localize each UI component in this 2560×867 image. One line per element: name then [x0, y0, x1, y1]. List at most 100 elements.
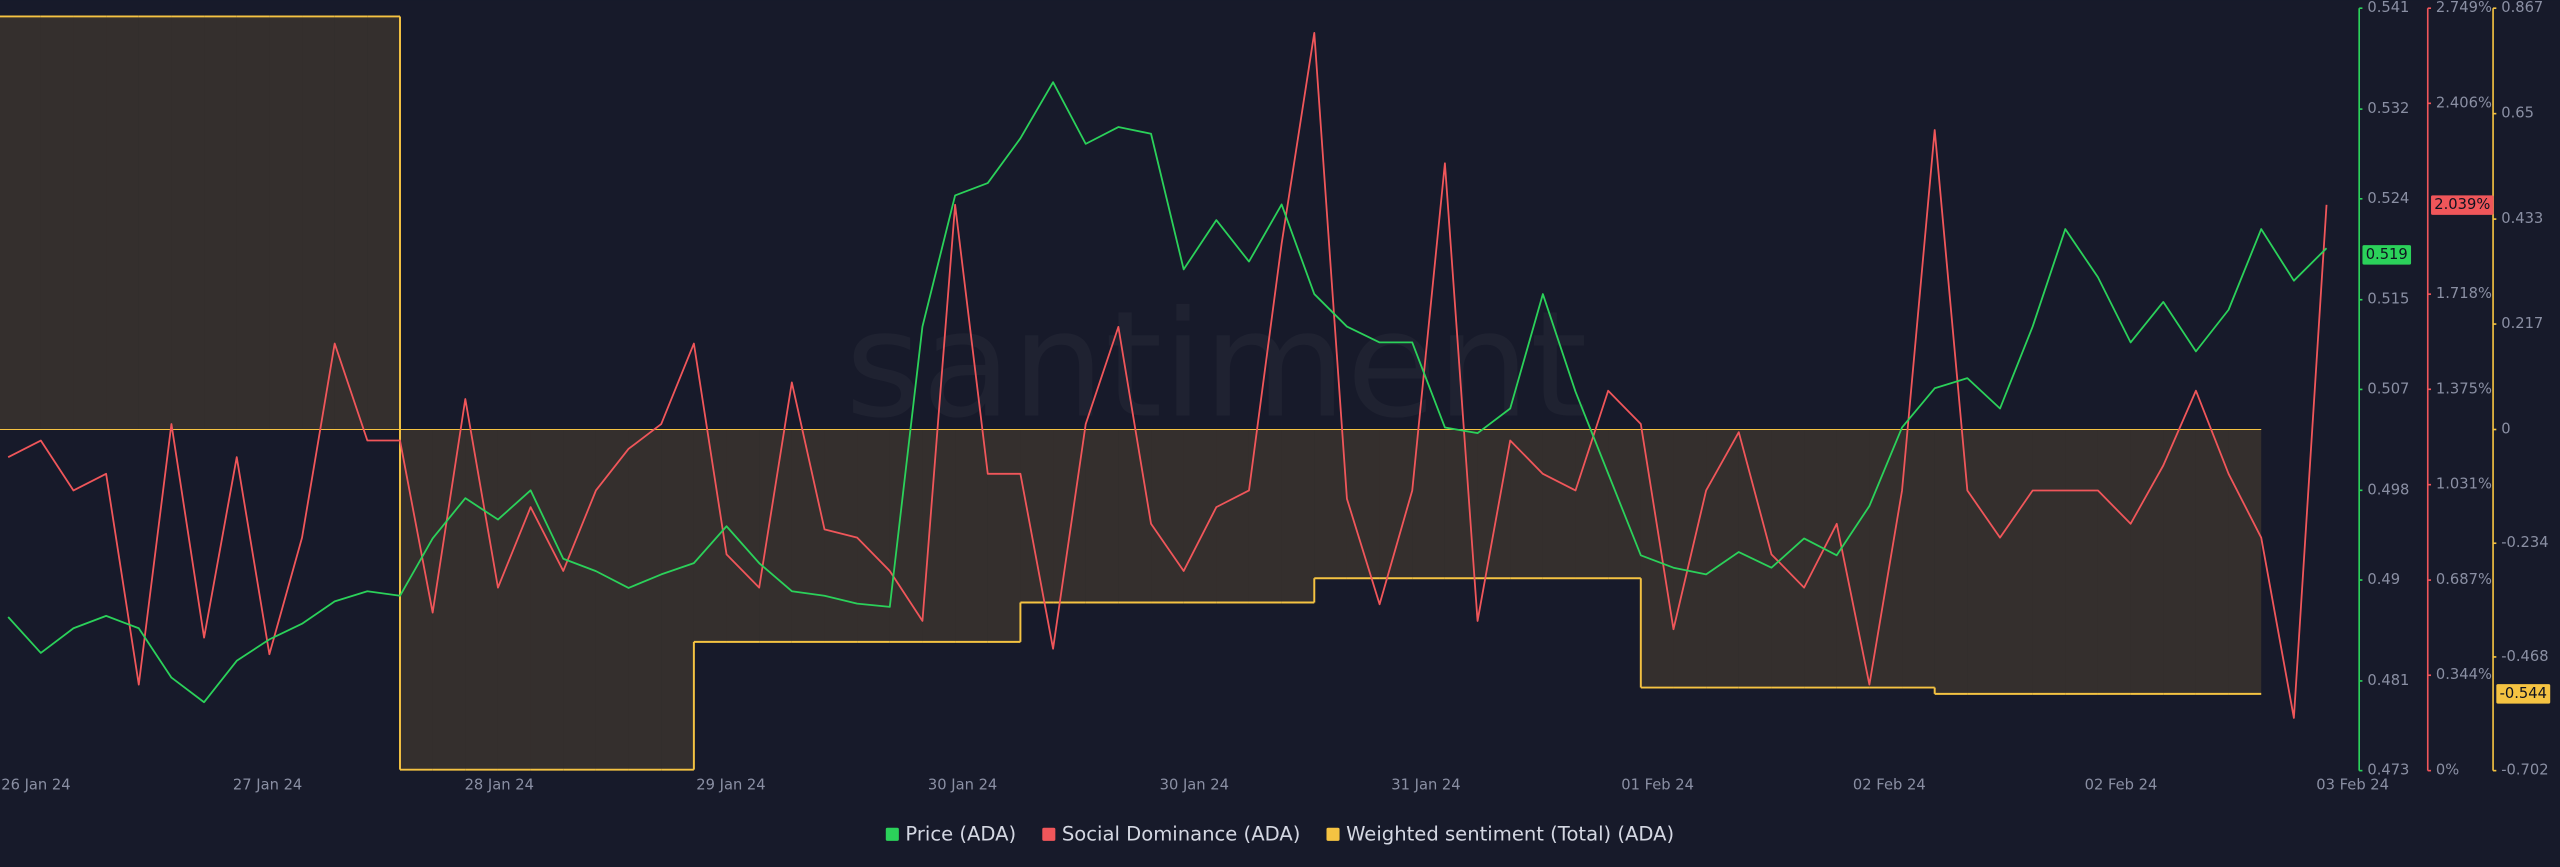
badge-bg	[2496, 684, 2551, 704]
sentiment-area	[595, 429, 629, 770]
sentiment-area	[367, 16, 400, 430]
sentiment-area	[530, 429, 564, 770]
legend: Price (ADA) Social Dominance (ADA) Weighte…	[885, 823, 1674, 846]
x-tick-label: 30 Jan 24	[1160, 776, 1229, 793]
sentiment-area	[400, 429, 433, 770]
sentiment-area	[1477, 429, 1511, 579]
sentiment-area	[1151, 429, 1184, 603]
x-tick-label: 03 Feb 24	[2316, 776, 2389, 793]
y-tick-label: 0.433	[2501, 210, 2543, 227]
y-tick-label: 2.749%	[2436, 0, 2492, 16]
sentiment-area	[857, 429, 890, 642]
sentiment-area	[334, 16, 368, 430]
sentiment-area	[171, 16, 205, 430]
y-tick-label: -0.702	[2501, 762, 2548, 779]
series-line	[7, 81, 2328, 704]
y-tick-label: 1.375%	[2436, 380, 2492, 397]
sentiment-area	[497, 429, 531, 770]
sentiment-area	[1248, 429, 1282, 603]
sentiment-area	[2130, 429, 2164, 694]
sentiment-area	[204, 16, 237, 430]
sentiment-area	[432, 429, 466, 770]
sentiment-area	[1902, 429, 1935, 688]
sentiment-area	[40, 16, 74, 430]
sentiment-area	[1804, 429, 1837, 688]
sentiment-area	[791, 429, 825, 642]
sentiment-area	[2065, 429, 2098, 694]
sentiment-area	[1085, 429, 1119, 603]
y-tick-label: 0	[2501, 421, 2510, 438]
sentiment-area	[1542, 429, 1576, 579]
x-tick-label: 26 Jan 24	[1, 776, 70, 793]
sentiment-area	[1379, 429, 1413, 579]
sentiment-area	[2195, 429, 2229, 694]
sentiment-area	[2163, 429, 2196, 694]
sentiment-area	[1020, 429, 1054, 603]
sentiment-area	[1412, 429, 1445, 579]
sentiment-area	[759, 429, 792, 642]
sentiment-area	[0, 16, 41, 430]
sentiment-area	[955, 429, 988, 642]
sentiment-area	[693, 429, 727, 642]
sentiment-area	[1281, 429, 1315, 603]
legend-label: Price (ADA)	[905, 823, 1016, 846]
sentiment-area	[138, 16, 172, 430]
badge-bg	[2362, 245, 2412, 265]
x-tick-label: 31 Jan 24	[1391, 776, 1460, 793]
y-tick-label: 0.344%	[2436, 666, 2492, 683]
y-tick-label: 0.532	[2367, 100, 2409, 117]
sentiment-area	[1314, 429, 1347, 579]
sentiment-area	[1216, 429, 1249, 603]
sentiment-area	[726, 429, 760, 642]
sentiment-area	[2032, 429, 2066, 694]
sentiment-area	[922, 429, 956, 642]
x-tick-label: 29 Jan 24	[696, 776, 765, 793]
sentiment-area	[302, 16, 335, 430]
y-tick-label: 0.49	[2367, 571, 2400, 588]
badge-bg	[2431, 195, 2494, 215]
sentiment-area	[563, 429, 596, 770]
sentiment-area	[1640, 429, 1674, 688]
sentiment-area	[1836, 429, 1870, 688]
sentiment-area	[1738, 429, 1772, 688]
sentiment-area	[1346, 429, 1380, 579]
sentiment-area	[1706, 429, 1739, 688]
sentiment-area	[236, 16, 270, 430]
legend-swatch	[1326, 827, 1340, 841]
legend-swatch	[1042, 827, 1056, 841]
y-tick-label: 0.687%	[2436, 571, 2492, 588]
sentiment-area	[1869, 429, 1903, 688]
badge-label: -0.544	[2500, 685, 2547, 702]
sentiment-area	[628, 429, 662, 770]
legend-label: Social Dominance (ADA)	[1062, 823, 1300, 846]
current-badge: 2.039%	[2431, 195, 2494, 215]
badge-label: 0.519	[2366, 246, 2408, 263]
x-tick-label: 27 Jan 24	[233, 776, 302, 793]
y-tick-label: 0.473	[2367, 762, 2409, 779]
legend-label: Weighted sentiment (Total) (ADA)	[1346, 823, 1674, 846]
sentiment-area	[987, 429, 1021, 642]
sentiment-area	[73, 16, 107, 430]
y-tick-label: 2.406%	[2436, 94, 2492, 111]
sentiment-area	[1771, 429, 1805, 688]
x-tick-label: 30 Jan 24	[928, 776, 997, 793]
sentiment-area	[269, 16, 303, 430]
sentiment-area	[1510, 429, 1543, 579]
y-tick-label: 0.217	[2501, 315, 2543, 332]
x-tick-label: 01 Feb 24	[1621, 776, 1694, 793]
x-tick-label: 02 Feb 24	[2085, 776, 2158, 793]
y-tick-label: 0.541	[2367, 0, 2409, 16]
series-line	[7, 31, 2328, 719]
y-tick-label: 0.524	[2367, 190, 2409, 207]
sentiment-area	[2097, 429, 2131, 694]
y-tick-label: -0.468	[2501, 648, 2548, 665]
badge-label: 2.039%	[2434, 196, 2490, 213]
sentiment-area	[1934, 429, 1968, 694]
sentiment-area	[1608, 429, 1641, 579]
y-tick-label: 0.867	[2501, 0, 2543, 16]
y-tick-label: 1.718%	[2436, 285, 2492, 302]
current-badge: 0.519	[2362, 245, 2412, 265]
